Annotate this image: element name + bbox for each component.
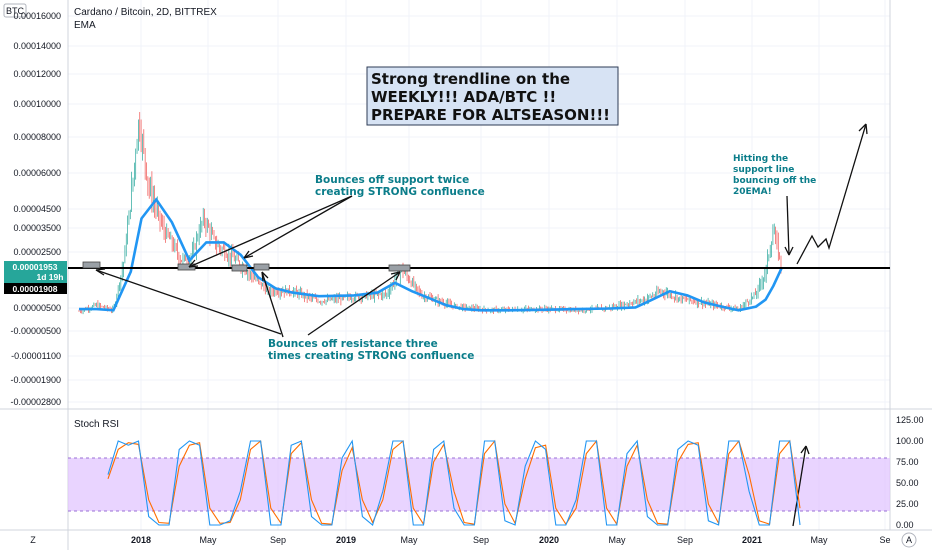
time-tick-label: 2018 bbox=[131, 535, 151, 545]
time-tick-label: May bbox=[810, 535, 828, 545]
price-tick-label: 0.00014000 bbox=[13, 41, 61, 51]
indicator-label[interactable]: EMA bbox=[74, 20, 96, 31]
ema-note-line-2: support line bbox=[733, 165, 794, 175]
price-axis-labels[interactable]: 0.00016000 0.00014000 0.00012000 0.00010000… bbox=[10, 11, 61, 407]
resistance-arrow-head-2 bbox=[261, 271, 269, 282]
time-tick-label: May bbox=[608, 535, 626, 545]
grid bbox=[68, 0, 890, 530]
headline-box bbox=[366, 66, 619, 126]
projection-path bbox=[796, 123, 867, 265]
headline-line-3: PREPARE FOR ALTSEASON!!! bbox=[371, 106, 610, 124]
price-tick-label: 0.00004500 bbox=[13, 204, 61, 214]
support-arrow-head-2 bbox=[243, 250, 254, 259]
time-tick-label: 2019 bbox=[336, 535, 356, 545]
stoch-projection bbox=[792, 445, 807, 527]
headline-line-2: WEEKLY!!! ADA/BTC !! bbox=[371, 88, 556, 106]
price-tick-label: -0.00001900 bbox=[10, 375, 61, 385]
price-tick-label: 0.00006000 bbox=[13, 168, 61, 178]
resistance-note-line-1: Bounces off resistance three bbox=[268, 338, 438, 350]
time-tick-label: May bbox=[199, 535, 217, 545]
resistance-arrow-head-3 bbox=[390, 271, 401, 281]
resistance-arrow-head-1 bbox=[95, 268, 106, 276]
stoch-tick-label: 50.00 bbox=[896, 478, 919, 488]
time-axis-labels[interactable]: 2018 May Sep 2019 May Sep 2020 May Sep 2021 May Se bbox=[131, 535, 891, 545]
price-tick-label: 0.00016000 bbox=[13, 11, 61, 21]
price-pane[interactable] bbox=[68, 0, 890, 408]
price-tick-label: -0.00002800 bbox=[10, 397, 61, 407]
auto-scale-label: A bbox=[906, 535, 912, 545]
support-arrow-2 bbox=[243, 195, 353, 259]
stoch-k-line bbox=[107, 439, 801, 526]
support-note-line-2: creating STRONG confluence bbox=[315, 186, 485, 198]
time-tick-label: Sep bbox=[270, 535, 286, 545]
stoch-tick-label: 0.00 bbox=[896, 520, 914, 530]
time-tick-label: May bbox=[400, 535, 418, 545]
projection-arrow-head bbox=[858, 123, 868, 135]
stoch-axis-labels[interactable]: 125.00 100.00 75.00 50.00 25.00 0.00 bbox=[896, 415, 924, 530]
price-tick-label: -0.00001100 bbox=[11, 351, 61, 361]
price-tick-label: 0.00002500 bbox=[13, 247, 61, 257]
zoom-toggle[interactable]: Z bbox=[30, 535, 36, 545]
resistance-arrow-3 bbox=[307, 271, 401, 336]
stoch-title[interactable]: Stoch RSI bbox=[74, 419, 119, 430]
time-tick-label: 2020 bbox=[539, 535, 559, 545]
resistance-note-line-2: times creating STRONG confluence bbox=[268, 350, 474, 362]
ema-price-tag bbox=[4, 283, 67, 294]
support-arrow-1 bbox=[188, 195, 353, 268]
ema-note-line-4: 20EMA! bbox=[733, 187, 772, 197]
stoch-projection-head bbox=[800, 445, 810, 455]
price-tick-label: 0.00008000 bbox=[13, 132, 61, 142]
time-tick-label: Sep bbox=[677, 535, 693, 545]
stoch-tick-label: 75.00 bbox=[896, 457, 919, 467]
price-tick-label: 0.00010000 bbox=[13, 99, 61, 109]
ema-arrow bbox=[786, 195, 790, 256]
price-tick-label: 0.00003500 bbox=[13, 223, 61, 233]
symbol-title[interactable]: Cardano / Bitcoin, 2D, BITTREX bbox=[74, 7, 217, 18]
countdown: 1d 19h bbox=[37, 272, 64, 282]
resistance-arrow-2 bbox=[261, 271, 284, 338]
stoch-tick-label: 125.00 bbox=[896, 415, 924, 425]
time-tick-label: Se bbox=[879, 535, 890, 545]
touch-box-5 bbox=[388, 264, 411, 272]
headline-line-1: Strong trendline on the bbox=[371, 70, 570, 88]
price-tick-label: -0.00000500 bbox=[10, 326, 61, 336]
time-tick-label: Sep bbox=[473, 535, 489, 545]
ema-note-line-3: bouncing off the bbox=[733, 176, 816, 186]
support-note-line-1: Bounces off support twice bbox=[315, 174, 469, 186]
ema-price-value: 0.00001908 bbox=[13, 284, 58, 294]
ema-note-line-1: Hitting the bbox=[733, 154, 788, 164]
time-tick-label: 2021 bbox=[742, 535, 762, 545]
last-price-tag bbox=[4, 261, 67, 283]
stoch-tick-label: 100.00 bbox=[896, 436, 924, 446]
currency-badge-text: BTC bbox=[6, 6, 25, 16]
ema-line bbox=[79, 197, 783, 312]
last-price-value: 0.00001953 bbox=[13, 262, 58, 272]
price-tick-label: 0.00000500 bbox=[13, 303, 61, 313]
touch-box-3 bbox=[231, 264, 248, 272]
currency-badge[interactable] bbox=[3, 3, 27, 18]
touch-box-4 bbox=[253, 263, 270, 271]
arrows bbox=[95, 123, 868, 527]
touch-box-1 bbox=[82, 261, 101, 269]
price-tick-label: 0.00012000 bbox=[13, 69, 61, 79]
support-arrow-head-1 bbox=[188, 259, 199, 268]
auto-scale-button[interactable] bbox=[901, 532, 917, 548]
touch-box-2 bbox=[177, 263, 196, 271]
ema-arrow-head bbox=[784, 246, 794, 256]
resistance-arrow-1 bbox=[95, 269, 282, 335]
stoch-tick-label: 25.00 bbox=[896, 499, 919, 509]
